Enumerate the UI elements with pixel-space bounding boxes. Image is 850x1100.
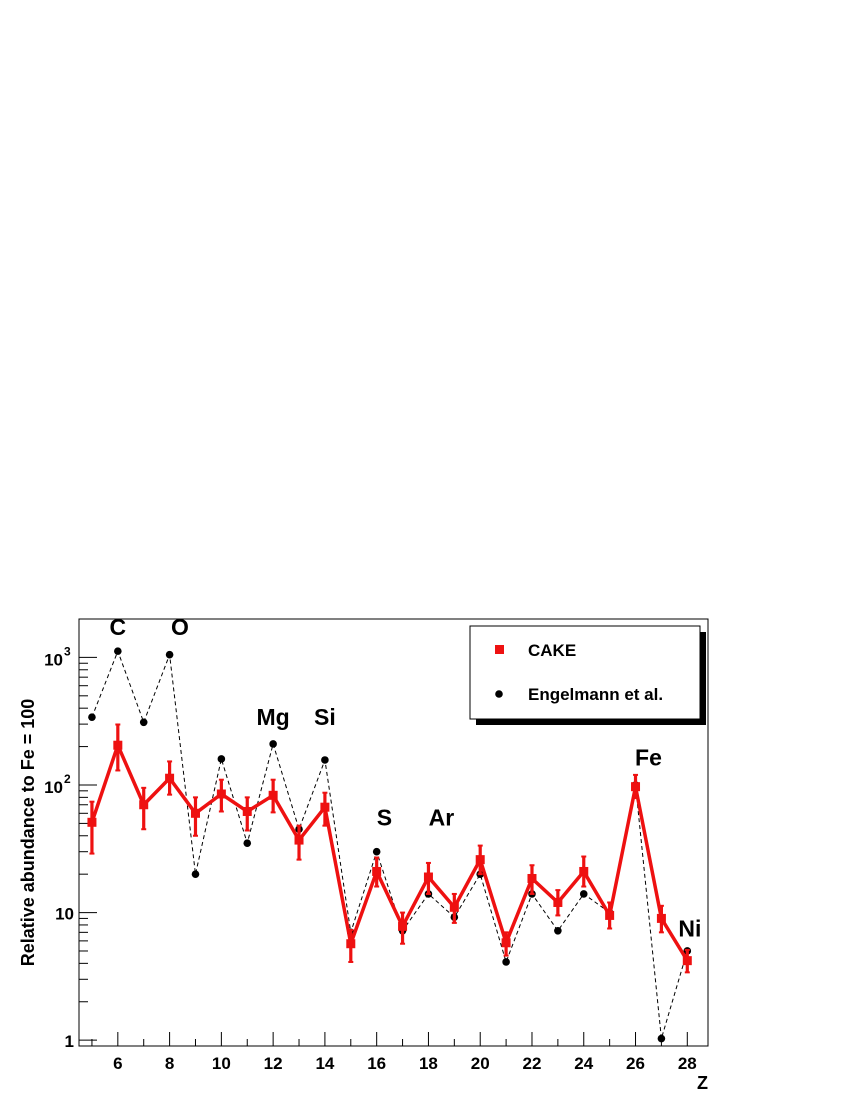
y-tick-exponent: 3 — [64, 644, 71, 658]
engelmann-point — [321, 756, 329, 764]
plot-frame-border — [78, 618, 709, 1047]
cake-point — [346, 939, 356, 949]
element-label: C — [110, 614, 127, 640]
engelmann-point — [88, 713, 96, 721]
cake-point — [242, 806, 252, 816]
x-tick-label: 6 — [113, 1054, 122, 1073]
engelmann-point — [217, 755, 226, 763]
x-tick-label: 8 — [165, 1054, 174, 1073]
series-cake — [87, 723, 692, 974]
cake-point — [579, 866, 589, 876]
y-tick-label: 10 — [55, 905, 74, 924]
x-tick-label: 24 — [574, 1054, 593, 1073]
cake-point — [475, 855, 485, 865]
engelmann-point — [657, 1034, 666, 1043]
cake-point — [216, 789, 226, 799]
legend-box — [469, 625, 701, 720]
engelmann-point — [579, 890, 588, 898]
engelmann-point — [165, 650, 174, 659]
cake-point — [320, 802, 330, 812]
y-tick-label: 10 — [44, 778, 63, 797]
cake-point — [605, 910, 615, 920]
legend-entry-engelmann: Engelmann et al. — [528, 685, 663, 704]
cake-point — [527, 873, 537, 883]
cake-point — [139, 800, 149, 810]
x-tick-label: 22 — [523, 1054, 542, 1073]
engelmann-point — [139, 718, 148, 727]
element-label: Ar — [429, 805, 455, 831]
x-tick-label: 20 — [471, 1054, 490, 1073]
cake-point — [682, 956, 692, 966]
element-label: O — [171, 614, 189, 640]
plot-frame — [78, 618, 709, 1047]
cake-point — [449, 902, 459, 912]
cake-point — [190, 808, 200, 818]
y-tick-exponent: 2 — [64, 772, 71, 786]
element-label: Si — [314, 704, 336, 730]
y-axis-title: Relative abundance to Fe = 100 — [18, 699, 38, 967]
engelmann-line — [91, 649, 688, 1039]
element-labels: C O Mg Si S Ar Fe Ni — [110, 614, 702, 942]
legend: CAKE Engelmann et al. — [469, 625, 706, 725]
element-label: S — [377, 805, 392, 831]
engelmann-point — [502, 958, 510, 966]
engelmann-point — [191, 870, 200, 878]
element-label: Fe — [635, 745, 662, 771]
x-tick-label: 28 — [678, 1054, 697, 1073]
element-label: Mg — [257, 704, 290, 730]
x-tick-label: 26 — [626, 1054, 645, 1073]
cake-point — [501, 938, 511, 948]
x-tick-label: 10 — [212, 1054, 231, 1073]
legend-entry-cake: CAKE — [528, 641, 576, 660]
x-tick-label: 16 — [367, 1054, 386, 1073]
legend-marker-engelmann — [495, 690, 503, 698]
cake-point — [656, 913, 666, 923]
cake-line — [90, 743, 689, 962]
engelmann-point — [372, 847, 381, 856]
cake-point — [398, 921, 408, 931]
engelmann-point — [269, 740, 277, 748]
y-tick-label: 1 — [65, 1032, 74, 1051]
legend-marker-cake — [495, 645, 504, 654]
y-tick-label: 10 — [44, 650, 63, 669]
x-tick-label: 12 — [264, 1054, 283, 1073]
x-axis: 6 8 10 12 14 16 18 20 22 24 26 28 — [91, 1032, 697, 1073]
engelmann-point — [114, 647, 122, 655]
cake-point — [113, 740, 123, 750]
cake-point — [294, 835, 304, 845]
cake-point — [268, 790, 278, 800]
cake-point — [165, 773, 175, 783]
x-tick-label: 18 — [419, 1054, 438, 1073]
cake-point — [553, 897, 563, 907]
x-axis-title: Z — [697, 1073, 708, 1093]
cake-point — [631, 782, 641, 792]
cake-point — [423, 872, 433, 882]
x-tick-label: 14 — [315, 1054, 334, 1073]
engelmann-point — [554, 926, 562, 935]
engelmann-point — [243, 839, 252, 847]
cake-point — [87, 817, 97, 827]
element-label: Ni — [678, 915, 701, 941]
cake-point — [372, 866, 382, 876]
